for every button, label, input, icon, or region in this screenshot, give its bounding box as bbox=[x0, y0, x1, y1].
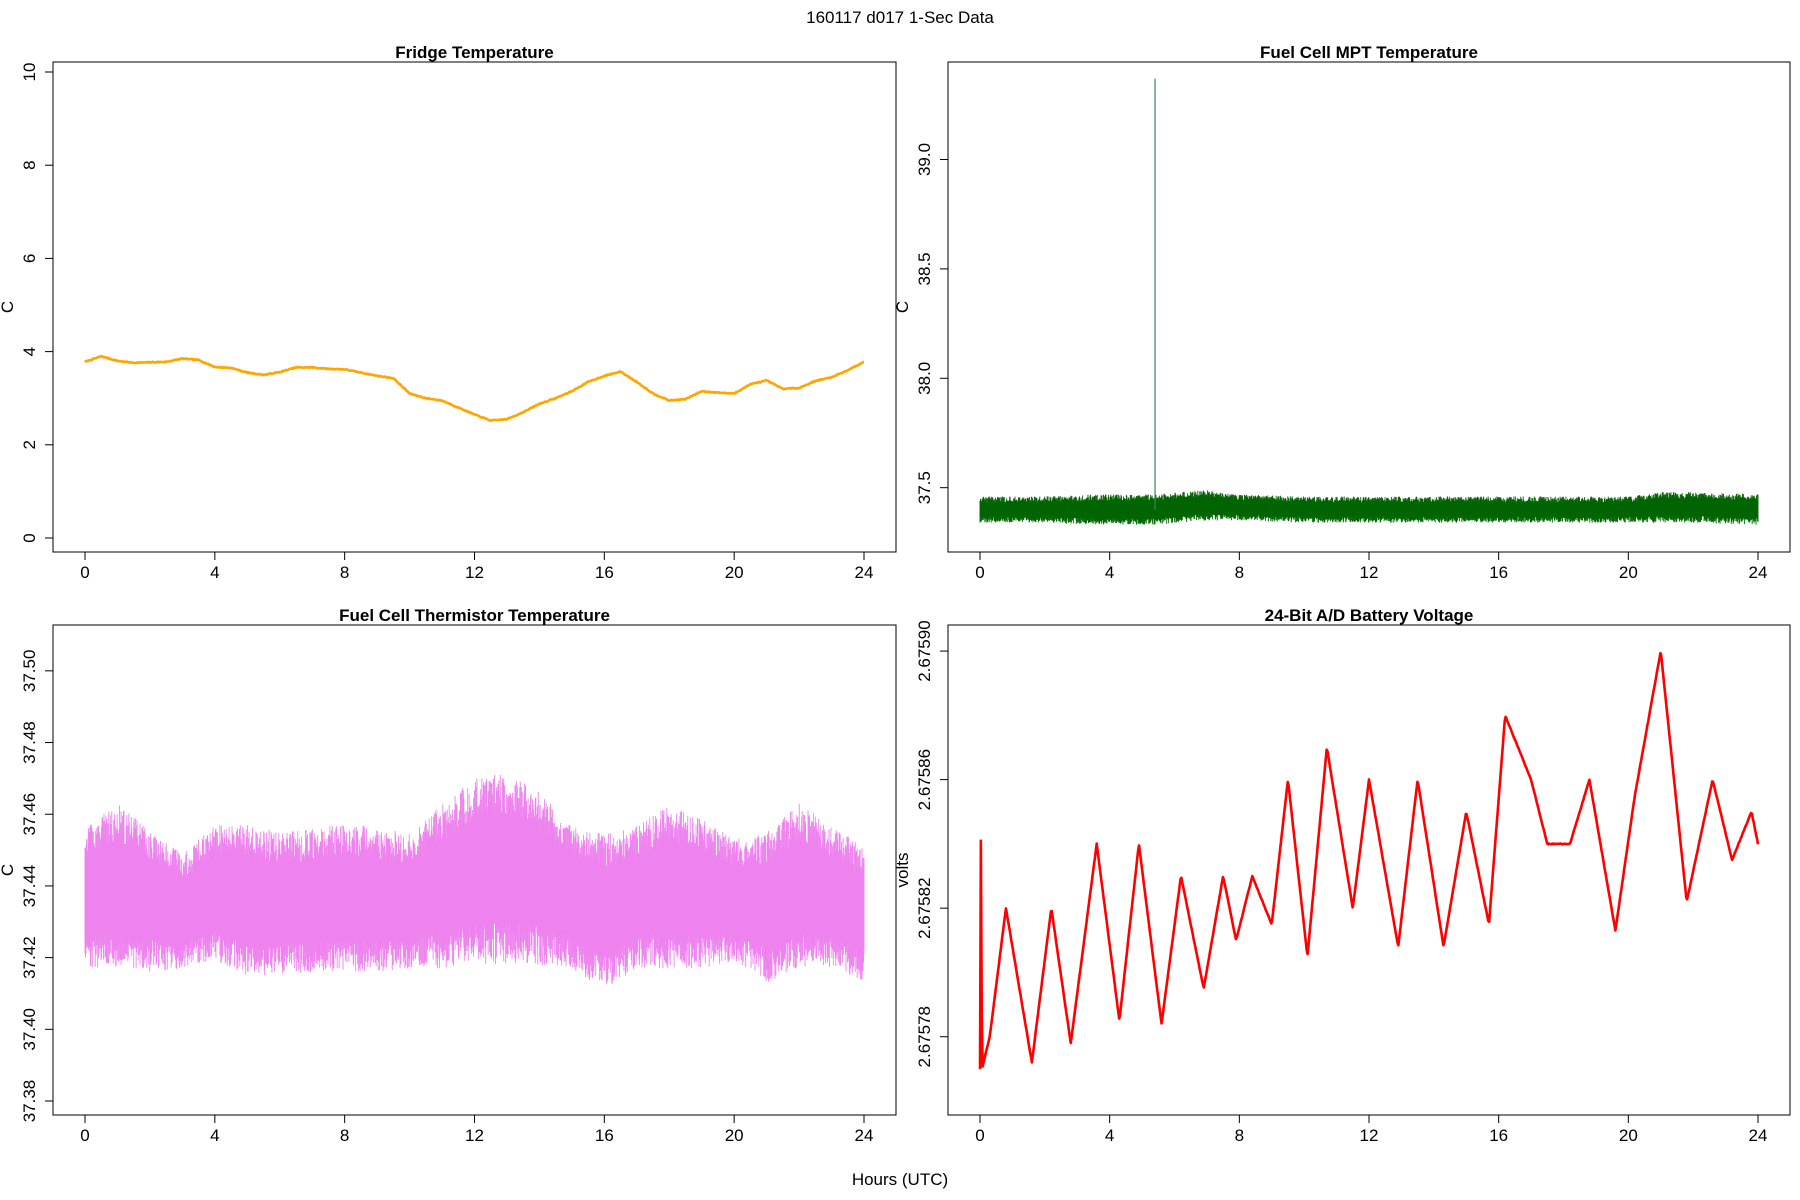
x-tick-label: 24 bbox=[1749, 563, 1768, 582]
y-tick-label: 2.67578 bbox=[915, 1006, 934, 1067]
x-tick-label: 24 bbox=[855, 563, 874, 582]
y-tick-label: 37.5 bbox=[915, 471, 934, 504]
x-tick-label: 16 bbox=[1489, 1126, 1508, 1145]
y-tick-label: 2 bbox=[20, 440, 39, 449]
y-tick-label: 37.38 bbox=[20, 1080, 39, 1123]
x-tick-label: 12 bbox=[465, 563, 484, 582]
y-tick-label: 37.48 bbox=[20, 721, 39, 764]
y-tick-label: 37.44 bbox=[20, 865, 39, 908]
plot-frame bbox=[947, 624, 1791, 1116]
figure-x-axis-label: Hours (UTC) bbox=[852, 1170, 948, 1189]
y-tick-label: 37.40 bbox=[20, 1008, 39, 1051]
y-tick-label: 4 bbox=[20, 347, 39, 356]
x-tick-label: 0 bbox=[80, 1126, 89, 1145]
y-tick-label: 37.42 bbox=[20, 936, 39, 979]
panel-battery-voltage: 24-Bit A/D Battery Voltage volts 0 4 8 12 16 20… bbox=[893, 606, 1791, 1145]
x-tick-label: 24 bbox=[1749, 1126, 1768, 1145]
y-tick-label: 37.46 bbox=[20, 793, 39, 836]
panel-title: Fridge Temperature bbox=[395, 43, 553, 62]
x-tick-label: 8 bbox=[1235, 1126, 1244, 1145]
plot-frame bbox=[52, 61, 897, 553]
x-tick-label: 20 bbox=[725, 563, 744, 582]
y-axis-label: C bbox=[0, 301, 17, 313]
y-tick-label: 39.0 bbox=[915, 143, 934, 176]
x-tick-label: 16 bbox=[1489, 563, 1508, 582]
x-tick-label: 8 bbox=[340, 1126, 349, 1145]
x-tick-label: 0 bbox=[975, 563, 984, 582]
y-tick-label: 37.50 bbox=[20, 650, 39, 693]
panel-title: 24-Bit A/D Battery Voltage bbox=[1265, 606, 1474, 625]
y-tick-label: 38.5 bbox=[915, 252, 934, 285]
x-tick-label: 8 bbox=[340, 563, 349, 582]
x-tick-label: 0 bbox=[80, 563, 89, 582]
series-line bbox=[978, 651, 1760, 1070]
y-tick-label: 0 bbox=[20, 533, 39, 542]
y-tick-label: 2.67582 bbox=[915, 877, 934, 938]
y-axis-label: C bbox=[0, 864, 17, 876]
panel-fuel-cell-thermistor-temperature: Fuel Cell Thermistor Temperature C 0 4 8 12 16… bbox=[0, 606, 897, 1145]
x-tick-label: 4 bbox=[1105, 1126, 1114, 1145]
x-tick-label: 20 bbox=[1619, 563, 1638, 582]
x-tick-label: 4 bbox=[1105, 563, 1114, 582]
panel-title: Fuel Cell Thermistor Temperature bbox=[339, 606, 610, 625]
y-tick-label: 8 bbox=[20, 160, 39, 169]
x-tick-label: 8 bbox=[1235, 563, 1244, 582]
x-tick-label: 16 bbox=[595, 1126, 614, 1145]
panel-fuel-cell-mpt-temperature: Fuel Cell MPT Temperature C 0 4 8 12 16 20 24 37.… bbox=[893, 43, 1791, 582]
series-noise-band bbox=[84, 774, 865, 984]
y-tick-label: 10 bbox=[20, 63, 39, 82]
panel-title: Fuel Cell MPT Temperature bbox=[1260, 43, 1478, 62]
x-tick-label: 20 bbox=[725, 1126, 744, 1145]
x-tick-label: 16 bbox=[595, 563, 614, 582]
x-tick-label: 12 bbox=[1360, 563, 1379, 582]
x-tick-label: 4 bbox=[210, 563, 219, 582]
x-tick-label: 12 bbox=[1360, 1126, 1379, 1145]
panel-fridge-temperature: Fridge TemperatureC048121620240246810 bbox=[0, 43, 897, 582]
y-tick-label: 6 bbox=[20, 254, 39, 263]
plot-frame bbox=[947, 61, 1791, 553]
x-tick-label: 12 bbox=[465, 1126, 484, 1145]
series-noise-band bbox=[979, 490, 1759, 525]
x-tick-label: 24 bbox=[855, 1126, 874, 1145]
y-axis-label: C bbox=[893, 301, 912, 313]
figure-title: 160117 d017 1-Sec Data bbox=[806, 8, 994, 27]
x-tick-label: 4 bbox=[210, 1126, 219, 1145]
y-tick-label: 38.0 bbox=[915, 362, 934, 395]
y-tick-label: 2.67586 bbox=[915, 749, 934, 810]
x-tick-label: 20 bbox=[1619, 1126, 1638, 1145]
x-tick-label: 0 bbox=[975, 1126, 984, 1145]
y-tick-label: 2.67590 bbox=[915, 620, 934, 681]
y-axis-label: volts bbox=[893, 853, 912, 888]
series-line bbox=[84, 354, 865, 423]
